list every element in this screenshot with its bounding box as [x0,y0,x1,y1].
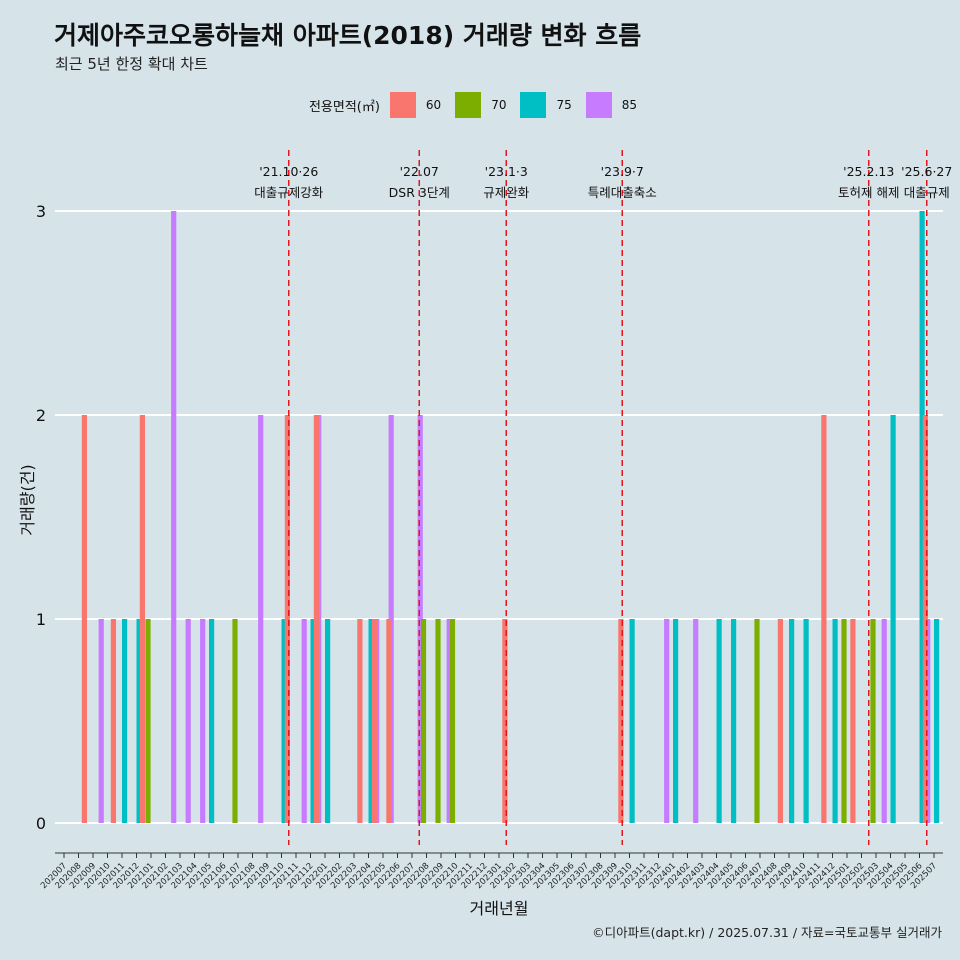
legend-label: 75 [556,98,572,112]
bar [446,619,452,823]
bar [232,619,238,823]
event-date-label: '23.1·3 [485,164,528,179]
bar [922,415,928,823]
y-tick-label: 2 [36,406,46,425]
bar [258,415,264,823]
bar [435,619,441,823]
bar [890,415,896,823]
bar [629,619,635,823]
event-name-label: 대출규제 [904,185,950,200]
bar [81,415,87,823]
chart-title: 거제아주코오롱하늘채 아파트(2018) 거래량 변화 흐름 [54,21,642,50]
bar [209,619,215,823]
bar [368,619,374,823]
bar [934,619,940,823]
legend-key [389,92,416,118]
bar [284,415,290,823]
event-name-label: 토허제 해제 [838,185,899,200]
bar [693,619,699,823]
event-date-label: '25.6·27 [901,164,952,179]
bar [417,415,423,823]
bar [136,619,142,823]
bar [371,619,377,823]
bar [919,211,925,823]
bar [110,619,116,823]
legend-label: 85 [621,98,638,112]
bar [386,619,392,823]
legend-key [455,92,482,118]
event-date-label: '21.10·26 [259,164,318,179]
bar [325,619,331,823]
bar [832,619,838,823]
bar [754,619,760,823]
bar [98,619,104,823]
bar [313,415,319,823]
bar [171,211,177,823]
bar [870,619,876,823]
bar [881,619,887,823]
legend-label: 70 [491,98,507,112]
bar [841,619,847,823]
x-axis-title: 거래년월 [470,899,529,918]
event-name-label: DSR 3단계 [389,185,450,200]
bar [731,619,737,823]
bar [139,415,145,823]
legend-key [520,92,547,118]
bar [777,619,783,823]
bar [145,619,151,823]
event-name-label: 규제완화 [483,185,530,200]
event-name-label: 특례대출축소 [588,185,657,200]
bar [420,619,427,823]
bar [185,619,191,823]
chart-caption: ©디아파트(dapt.kr) / 2025.07.31 / 자료=국토교통부 실… [592,925,942,940]
legend-item: 60 [389,92,442,118]
bar [301,619,307,823]
event-date-label: '22.07 [400,164,439,179]
legend-item: 85 [585,92,638,118]
y-axis-title: 거래량(건) [18,464,37,535]
bar [357,619,363,823]
bar [200,619,206,823]
bar [789,619,795,823]
y-tick-label: 0 [36,814,46,833]
legend-label: 60 [425,98,442,112]
bar [673,619,679,823]
y-tick-label: 3 [36,202,46,221]
y-tick-label: 1 [36,610,46,629]
bar [803,619,809,823]
event-name-label: 대출규제강화 [254,185,324,200]
legend-item: 70 [455,92,506,118]
bar [122,619,128,823]
legend-item: 75 [520,92,572,118]
bar [716,619,722,823]
event-date-label: '25.2.13 [843,164,894,179]
bar [502,619,508,823]
legend: 전용면적(㎡) 60 70 75 85 [0,92,960,118]
bar [664,619,670,823]
bar [310,619,316,823]
bar [449,619,456,823]
event-date-label: '23.9·7 [601,164,644,179]
bar [281,619,287,823]
bar [850,619,856,823]
chart-subtitle: 최근 5년 한정 확대 차트 [55,55,208,73]
bar [618,619,624,823]
bar [821,415,827,823]
legend-title: 전용면적(㎡) [308,99,380,115]
legend-key [585,92,612,118]
